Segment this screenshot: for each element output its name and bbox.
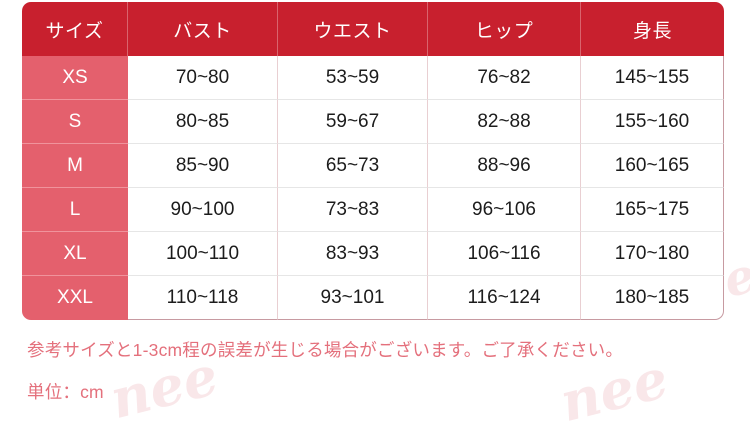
cell-waist: 93~101 bbox=[278, 276, 428, 320]
column-header-height: 身長 bbox=[581, 2, 724, 56]
cell-hip: 88~96 bbox=[428, 144, 581, 188]
cell-waist: 73~83 bbox=[278, 188, 428, 232]
cell-waist: 65~73 bbox=[278, 144, 428, 188]
table-row: M 85~90 65~73 88~96 160~165 bbox=[22, 144, 724, 188]
column-header-bust: バスト bbox=[128, 2, 278, 56]
table-row: S 80~85 59~67 82~88 155~160 bbox=[22, 100, 724, 144]
table-body: XS 70~80 53~59 76~82 145~155 S 80~85 59~… bbox=[22, 56, 724, 320]
cell-hip: 76~82 bbox=[428, 56, 581, 100]
cell-bust: 100~110 bbox=[128, 232, 278, 276]
cell-hip: 106~116 bbox=[428, 232, 581, 276]
cell-hip: 96~106 bbox=[428, 188, 581, 232]
table-row: XS 70~80 53~59 76~82 145~155 bbox=[22, 56, 724, 100]
cell-bust: 70~80 bbox=[128, 56, 278, 100]
cell-height: 165~175 bbox=[581, 188, 724, 232]
table-header: サイズ バスト ウエスト ヒップ 身長 bbox=[22, 2, 724, 56]
cell-size: L bbox=[22, 188, 128, 232]
cell-bust: 110~118 bbox=[128, 276, 278, 320]
cell-height: 160~165 bbox=[581, 144, 724, 188]
cell-waist: 59~67 bbox=[278, 100, 428, 144]
table-row: XL 100~110 83~93 106~116 170~180 bbox=[22, 232, 724, 276]
column-header-hip: ヒップ bbox=[428, 2, 581, 56]
cell-waist: 53~59 bbox=[278, 56, 428, 100]
table-row: XXL 110~118 93~101 116~124 180~185 bbox=[22, 276, 724, 320]
size-table-container: サイズ バスト ウエスト ヒップ 身長 XS 70~80 53~59 76~82… bbox=[22, 2, 724, 320]
column-header-size: サイズ bbox=[22, 2, 128, 56]
cell-height: 155~160 bbox=[581, 100, 724, 144]
cell-size: XS bbox=[22, 56, 128, 100]
table-row: L 90~100 73~83 96~106 165~175 bbox=[22, 188, 724, 232]
column-header-waist: ウエスト bbox=[278, 2, 428, 56]
cell-hip: 82~88 bbox=[428, 100, 581, 144]
cell-waist: 83~93 bbox=[278, 232, 428, 276]
cell-height: 180~185 bbox=[581, 276, 724, 320]
cell-bust: 85~90 bbox=[128, 144, 278, 188]
cell-height: 170~180 bbox=[581, 232, 724, 276]
cell-bust: 90~100 bbox=[128, 188, 278, 232]
cell-size: XL bbox=[22, 232, 128, 276]
cell-bust: 80~85 bbox=[128, 100, 278, 144]
unit-note: 単位：cm bbox=[27, 382, 104, 402]
size-chart-table: サイズ バスト ウエスト ヒップ 身長 XS 70~80 53~59 76~82… bbox=[22, 2, 724, 320]
cell-size: M bbox=[22, 144, 128, 188]
cell-size: XXL bbox=[22, 276, 128, 320]
cell-height: 145~155 bbox=[581, 56, 724, 100]
size-disclaimer-note: 参考サイズと1-3cm程の誤差が生じる場合がございます。ご了承ください。 bbox=[27, 340, 624, 360]
cell-size: S bbox=[22, 100, 128, 144]
table-header-row: サイズ バスト ウエスト ヒップ 身長 bbox=[22, 2, 724, 56]
cell-hip: 116~124 bbox=[428, 276, 581, 320]
